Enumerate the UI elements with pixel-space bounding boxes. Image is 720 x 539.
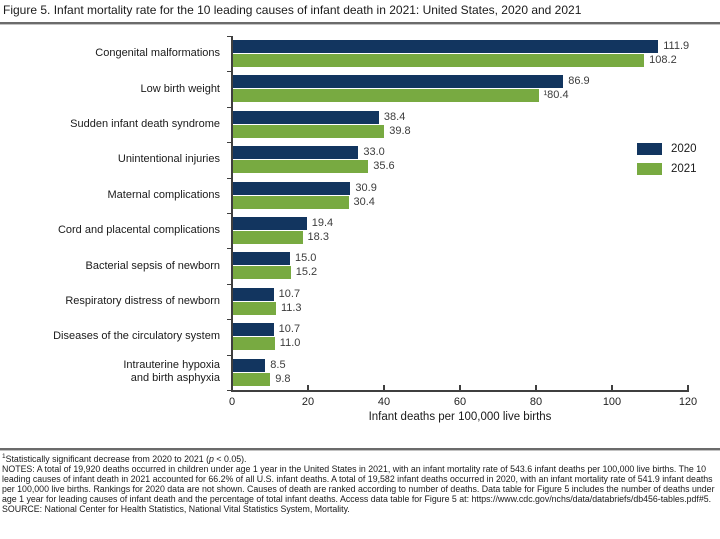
- bar-2020: [233, 181, 351, 195]
- x-tick: [383, 385, 385, 390]
- bar-2020: [233, 146, 359, 160]
- y-tick: [227, 142, 231, 144]
- bar-2021: [233, 54, 645, 67]
- bar-value-label: 15.2: [295, 266, 318, 279]
- legend-label-2021: 2021: [671, 163, 697, 175]
- x-tick-label: 80: [529, 396, 543, 408]
- legend-swatch-2020: [637, 143, 662, 155]
- bar-2020: [233, 217, 307, 230]
- bar-2020: [233, 323, 274, 337]
- bar-value-label: 30.9: [355, 181, 377, 194]
- legend: 2020 2021: [637, 139, 697, 179]
- x-tick-label: 100: [602, 396, 622, 408]
- bar-value-label: 86.9: [568, 75, 590, 88]
- category-label: Intrauterine hypoxia and birth asphyxia: [123, 359, 220, 385]
- y-tick: [227, 213, 231, 214]
- y-tick: [227, 319, 231, 321]
- bar-2020: [233, 287, 274, 301]
- category-label: Cord and placental complications: [57, 224, 220, 237]
- footnote-divider: [0, 448, 720, 450]
- y-axis-line: [231, 36, 233, 392]
- footnote-source: SOURCE: National Center for Health Stati…: [2, 504, 350, 514]
- x-tick: [611, 385, 613, 390]
- x-tick: [231, 385, 233, 390]
- y-tick: [227, 71, 231, 73]
- bar-value-label: 33.0: [363, 146, 385, 159]
- x-tick: [459, 385, 461, 390]
- x-tick-label: 40: [377, 396, 391, 408]
- footnotes: 1Statistically significant decrease from…: [2, 453, 718, 514]
- category-label: Maternal complications: [107, 188, 221, 201]
- bar-value-label: 111.9: [663, 40, 690, 52]
- bar-value-label: 11.3: [280, 301, 302, 314]
- category-label: Diseases of the circulatory system: [53, 330, 220, 343]
- bar-2020: [233, 252, 290, 266]
- bar-2021: [233, 372, 271, 386]
- footnote-significance: 1Statistically significant decrease from…: [2, 453, 247, 464]
- bar-value-label: 9.8: [275, 372, 291, 385]
- x-tick-label: 120: [678, 396, 698, 408]
- category-label: Sudden infant death syndrome: [70, 117, 220, 130]
- bar-2021: [233, 301, 276, 315]
- bar-value-label: 39.8: [389, 124, 411, 137]
- bar-value-label: 35.6: [373, 160, 395, 173]
- footnote-marker: 1: [2, 453, 6, 461]
- bar-value-label: 11.0: [279, 337, 301, 350]
- legend-row-2020: 2020: [637, 139, 697, 159]
- legend-label-2020: 2020: [671, 143, 697, 155]
- category-label: Congenital malformations: [95, 47, 220, 60]
- chart-area: Infant deaths per 100,000 live births 20…: [53, 36, 698, 423]
- legend-row-2021: 2021: [637, 159, 697, 179]
- category-label: Bacterial sepsis of newborn: [85, 259, 220, 272]
- category-label: Respiratory distress of newborn: [65, 294, 220, 307]
- bar-2021: [233, 160, 369, 174]
- bar-2020: [233, 110, 379, 124]
- x-tick: [307, 385, 309, 390]
- bar-2020: [233, 75, 564, 89]
- y-tick: [227, 106, 231, 108]
- bar-2021: [233, 195, 349, 209]
- bar-value-label: 38.4: [383, 110, 406, 123]
- title-divider: [0, 22, 720, 24]
- bar-value-label: 18.3: [307, 231, 329, 243]
- footnote-notes: NOTES: A total of 19,920 deaths occurred…: [2, 464, 715, 504]
- bar-value-label: 8.5: [270, 358, 286, 371]
- y-tick: [227, 390, 231, 391]
- x-tick: [687, 385, 689, 390]
- bar-2021: [233, 337, 275, 351]
- bar-2021: [233, 266, 291, 280]
- bar-2020: [233, 40, 659, 53]
- bar-value-label: 19.4: [311, 217, 334, 229]
- figure-title: Figure 5. Infant mortality rate for the …: [3, 3, 582, 17]
- x-axis-title: Infant deaths per 100,000 live births: [368, 411, 552, 423]
- bar-value-label: ¹80.4: [543, 89, 569, 102]
- x-axis-line: [231, 390, 689, 392]
- bar-2021: [233, 124, 385, 138]
- x-tick-label: 60: [453, 396, 467, 408]
- x-tick: [535, 385, 537, 390]
- y-tick: [227, 283, 231, 285]
- bar-2020: [233, 358, 266, 372]
- bar-value-label: 108.2: [649, 54, 677, 66]
- x-tick-label: 0: [228, 396, 236, 408]
- category-label: Unintentional injuries: [117, 153, 220, 166]
- legend-swatch-2021: [637, 163, 662, 175]
- bar-2021: [233, 89, 539, 103]
- y-tick: [227, 177, 231, 179]
- y-tick: [227, 354, 231, 356]
- bar-2021: [233, 231, 303, 244]
- x-tick-label: 20: [301, 396, 315, 408]
- bar-value-label: 10.7: [278, 287, 301, 300]
- category-label: Low birth weight: [140, 82, 221, 95]
- y-tick: [227, 248, 231, 250]
- bar-value-label: 10.7: [278, 323, 301, 336]
- bar-value-label: 30.4: [353, 195, 375, 208]
- y-tick: [227, 36, 231, 37]
- bar-value-label: 15.0: [295, 252, 317, 265]
